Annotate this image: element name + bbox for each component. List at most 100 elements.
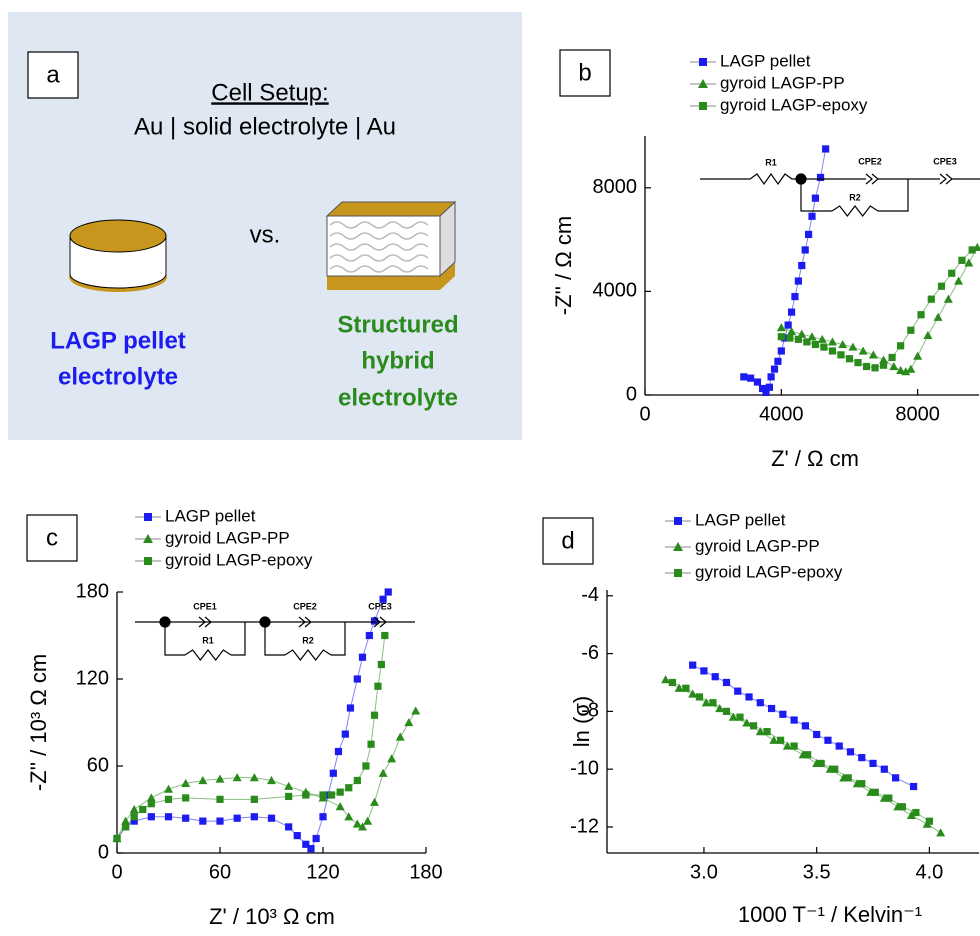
- marker: [129, 805, 139, 814]
- marker: [782, 741, 792, 750]
- circuit-wire: [135, 621, 415, 656]
- marker: [889, 362, 899, 371]
- marker: [791, 292, 799, 301]
- marker: [370, 797, 379, 806]
- marker: [848, 342, 858, 351]
- marker: [769, 735, 779, 744]
- y-axis-title: -Z'' / Ω cm: [551, 216, 576, 315]
- legend-marker: [144, 557, 152, 565]
- marker: [948, 269, 956, 277]
- marker: [130, 817, 138, 825]
- x-axis-title: Z' / Ω cm: [771, 446, 859, 471]
- marker: [387, 754, 397, 763]
- setup-text: Au | solid electrolyte | Au: [134, 113, 396, 140]
- marker: [803, 338, 811, 346]
- legend-label: gyroid LAGP-PP: [720, 73, 845, 92]
- marker: [319, 813, 327, 821]
- y-tick-label: 180: [76, 580, 109, 602]
- circuit-label: R1: [202, 635, 214, 645]
- marker: [370, 711, 379, 719]
- marker: [285, 792, 293, 801]
- marker: [336, 788, 344, 796]
- marker: [765, 383, 773, 391]
- hybrid-icon: [325, 200, 457, 290]
- marker: [933, 312, 943, 321]
- marker: [661, 675, 671, 684]
- marker: [267, 776, 276, 785]
- y-tick-label: 0: [98, 841, 109, 863]
- marker: [250, 813, 258, 821]
- marker: [844, 774, 852, 782]
- legend-marker: [699, 58, 707, 66]
- circuit-wire: [700, 172, 980, 212]
- marker: [146, 793, 156, 802]
- marker: [722, 678, 731, 687]
- marker: [233, 814, 241, 822]
- series-line: [116, 591, 389, 850]
- legend-marker: [699, 102, 707, 110]
- marker: [770, 365, 779, 373]
- marker: [139, 805, 147, 814]
- marker: [898, 803, 906, 811]
- marker: [755, 727, 765, 736]
- marker: [871, 364, 879, 372]
- marker: [164, 795, 173, 803]
- marker: [907, 326, 915, 334]
- marker: [776, 323, 786, 332]
- marker: [820, 343, 828, 351]
- circuit-resistor: [831, 205, 879, 217]
- legend-label: gyroid LAGP-PP: [165, 528, 290, 547]
- marker: [334, 747, 343, 756]
- panel-label: a: [46, 61, 60, 88]
- circuit-inset: [700, 172, 980, 217]
- marker: [358, 653, 367, 661]
- legend-marker: [144, 513, 152, 521]
- marker: [747, 374, 755, 382]
- legend-marker: [698, 79, 708, 88]
- panel-label-box: [26, 514, 78, 562]
- marker: [381, 631, 389, 640]
- marker: [319, 791, 327, 799]
- x-tick-label: 0: [111, 861, 122, 883]
- marker: [362, 762, 370, 770]
- marker: [121, 816, 131, 825]
- marker: [808, 212, 816, 220]
- marker: [801, 722, 809, 730]
- marker: [925, 817, 933, 825]
- marker: [767, 373, 775, 381]
- y-tick-label: -6: [581, 642, 599, 664]
- marker: [854, 359, 862, 367]
- marker: [790, 716, 798, 724]
- y-axis-title: ln (σ): [569, 696, 594, 747]
- marker: [198, 776, 208, 785]
- hybrid-label: hybrid: [361, 347, 434, 374]
- marker: [199, 817, 207, 825]
- marker: [835, 742, 843, 750]
- marker: [811, 194, 820, 202]
- x-tick-label: 120: [306, 861, 339, 883]
- marker: [869, 759, 877, 768]
- legend-label: gyroid LAGP-epoxy: [695, 562, 843, 581]
- marker: [906, 810, 916, 820]
- marker: [923, 330, 933, 340]
- marker: [700, 667, 708, 675]
- marker: [797, 329, 807, 338]
- marker: [740, 373, 748, 381]
- marker: [327, 791, 336, 799]
- marker: [927, 295, 935, 303]
- marker: [341, 730, 349, 738]
- marker: [353, 675, 361, 683]
- marker: [232, 773, 242, 782]
- marker: [913, 351, 923, 360]
- marker: [777, 736, 785, 744]
- marker: [147, 800, 155, 808]
- marker: [674, 683, 684, 692]
- marker: [113, 834, 121, 843]
- marker: [794, 277, 802, 285]
- legend-label: gyroid LAGP-epoxy: [165, 550, 313, 569]
- marker: [858, 346, 868, 355]
- marker: [164, 784, 173, 793]
- marker: [813, 730, 821, 739]
- y-tick-label: 0: [626, 383, 637, 405]
- marker: [786, 334, 794, 342]
